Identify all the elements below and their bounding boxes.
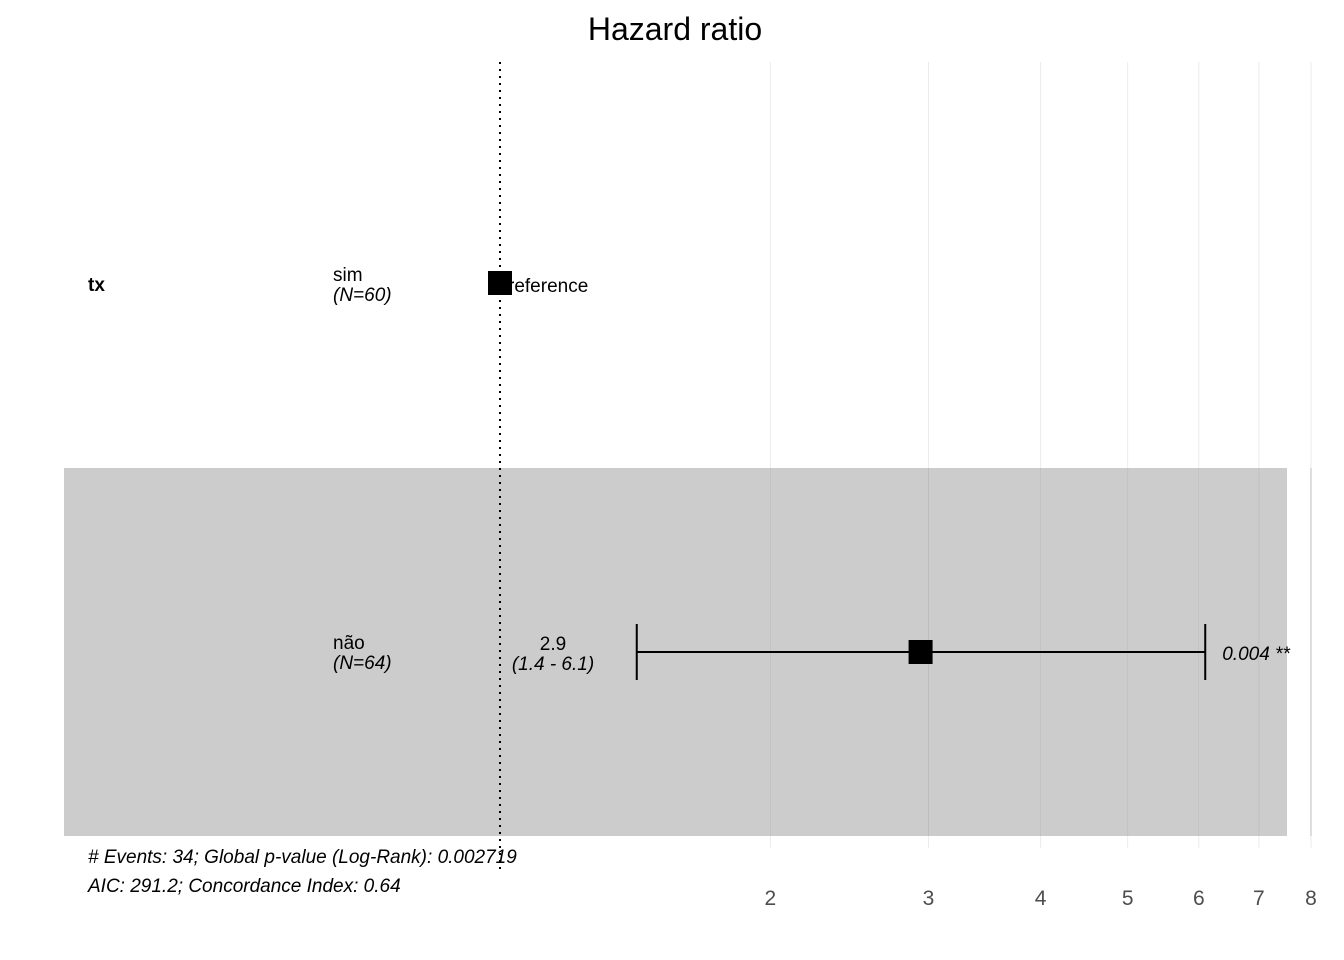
plot-marks [488, 271, 1207, 680]
x-tick-label: 3 [923, 887, 935, 910]
x-tick-label: 4 [1035, 887, 1047, 910]
row-labels: tx sim(N=60) reference não(N=64) 2.9(1.4 - 6… [88, 265, 1290, 675]
x-axis-ticks: 2 3 4 5 6 7 8 [764, 887, 1316, 910]
x-tick-label: 8 [1305, 887, 1317, 910]
p-value-label: 0.004 ** [1222, 644, 1290, 665]
reference-point [488, 271, 512, 295]
ci-label: (1.4 - 6.1) [512, 654, 594, 675]
x-tick-label: 7 [1253, 887, 1265, 910]
level-n-label: (N=64) [333, 653, 392, 674]
footer-line-2: AIC: 291.2; Concordance Index: 0.64 [87, 876, 401, 897]
x-tick-label: 2 [764, 887, 776, 910]
footer-line-1: # Events: 34; Global p-value (Log-Rank):… [88, 847, 517, 868]
x-tick-label: 6 [1193, 887, 1205, 910]
variable-label: tx [88, 275, 105, 296]
level-label: não [333, 633, 365, 654]
level-n-label: (N=60) [333, 285, 392, 306]
x-tick-label: 5 [1122, 887, 1134, 910]
hr-label: 2.9 [540, 634, 566, 655]
hr-point [908, 640, 933, 664]
reference-label: reference [508, 276, 588, 297]
chart-title: Hazard ratio [588, 11, 762, 47]
level-label: sim [333, 265, 363, 286]
